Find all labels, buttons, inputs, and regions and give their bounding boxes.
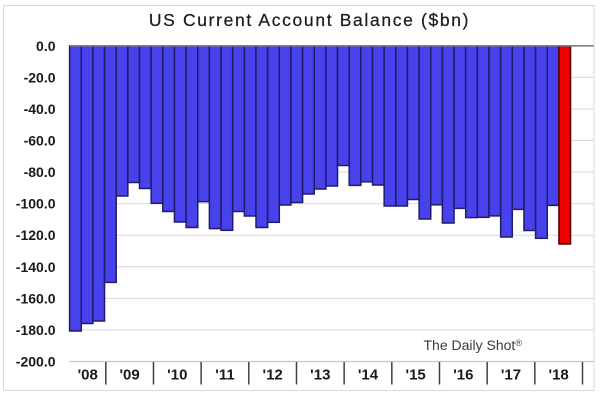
svg-text:-120.0: -120.0 [16,227,56,243]
svg-text:0.0: 0.0 [36,38,56,54]
svg-text:-80.0: -80.0 [24,164,56,180]
svg-text:-100.0: -100.0 [16,196,56,212]
svg-text:'17: '17 [501,367,521,384]
svg-text:'13: '13 [310,367,330,384]
svg-text:-40.0: -40.0 [24,101,56,117]
svg-text:-200.0: -200.0 [16,354,56,370]
svg-text:-60.0: -60.0 [24,133,56,149]
svg-text:'11: '11 [215,367,234,384]
svg-text:'10: '10 [167,367,187,384]
svg-text:'12: '12 [263,367,283,384]
svg-text:The Daily Shot®: The Daily Shot® [424,337,523,353]
svg-text:'15: '15 [406,367,426,384]
svg-text:'18: '18 [549,367,569,384]
svg-text:'14: '14 [358,367,379,384]
svg-text:'16: '16 [453,367,473,384]
svg-text:'08: '08 [78,367,98,384]
svg-text:-160.0: -160.0 [16,290,56,306]
svg-text:-180.0: -180.0 [16,322,56,338]
svg-text:'09: '09 [119,367,139,384]
svg-text:-140.0: -140.0 [16,259,56,275]
svg-text:-20.0: -20.0 [24,69,56,85]
svg-text:US Current Account Balance ($b: US Current Account Balance ($bn) [149,10,470,30]
